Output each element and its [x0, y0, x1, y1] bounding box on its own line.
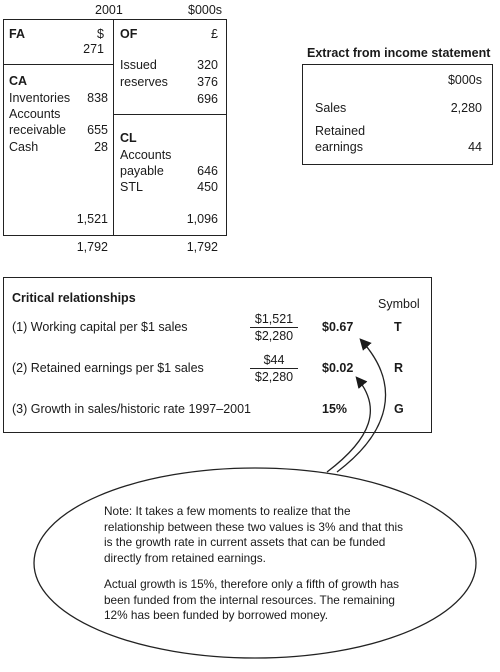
- note-ellipse: [33, 467, 477, 659]
- sales-label: Sales: [315, 101, 347, 115]
- right-total: 1,792: [186, 240, 218, 254]
- fa-currency: $: [97, 27, 104, 41]
- year-label: 2001: [95, 3, 123, 17]
- ca-row-label: Cash: [9, 140, 39, 154]
- relationship-result: 15%: [322, 402, 348, 416]
- cl-row-value: 450: [197, 180, 218, 194]
- of-currency: £: [211, 27, 218, 41]
- ca-label: CA: [9, 74, 28, 88]
- of-cl-divider: [113, 114, 227, 115]
- relationship-label: (2) Retained earnings per $1 sales: [12, 361, 204, 375]
- balance-sheet-divider: [113, 19, 114, 236]
- income-extract-title: Extract from income statement: [307, 46, 491, 60]
- arrow-to-r: [326, 376, 371, 473]
- relationship-symbol: T: [394, 320, 402, 334]
- relationship-result: $0.67: [322, 320, 354, 334]
- cl-row-label: STL: [120, 180, 143, 194]
- ca-row-value: 655: [87, 123, 108, 137]
- fraction-numerator: $44: [250, 353, 298, 369]
- retained-label: earnings: [315, 140, 363, 154]
- cl-label: CL: [120, 131, 137, 145]
- ratio-fraction: $1,521 $2,280: [250, 312, 298, 343]
- of-total: 696: [197, 92, 218, 106]
- of-label: OF: [120, 27, 138, 41]
- fa-value: 271: [83, 42, 104, 56]
- ca-row-label: Inventories: [9, 91, 71, 105]
- of-row-value: 376: [197, 75, 218, 89]
- relationship-symbol: G: [394, 402, 404, 416]
- cl-row-label: payable: [120, 164, 164, 178]
- cl-total: 1,096: [186, 212, 218, 226]
- income-extract-box: [302, 64, 493, 165]
- note-text: Note: It takes a few moments to realize …: [104, 504, 414, 635]
- note-paragraph: Note: It takes a few moments to realize …: [104, 504, 404, 565]
- ca-row-label: Accounts: [9, 107, 61, 121]
- cl-row-value: 646: [197, 164, 218, 178]
- of-row-label: reserves: [120, 75, 168, 89]
- fraction-denominator: $2,280: [254, 370, 294, 384]
- relationship-label: (3) Growth in sales/historic rate 1997–2…: [12, 402, 252, 416]
- relationship-result: $0.02: [322, 361, 354, 375]
- fa-label: FA: [9, 27, 25, 41]
- retained-label: Retained: [315, 124, 366, 138]
- ca-total: 1,521: [76, 212, 108, 226]
- of-row-label: Issued: [120, 58, 157, 72]
- ca-row-value: 838: [87, 91, 108, 105]
- arrow-to-t: [336, 338, 387, 473]
- balance-sheet-frame: [3, 19, 227, 236]
- left-total: 1,792: [76, 240, 108, 254]
- critical-title: Critical relationships: [12, 291, 136, 305]
- symbol-header: Symbol: [378, 297, 420, 311]
- fa-ca-divider: [3, 64, 114, 65]
- ratio-fraction: $44 $2,280: [250, 353, 298, 384]
- income-unit: $000s: [447, 73, 482, 87]
- ca-row-value: 28: [94, 140, 108, 154]
- cl-row-label: Accounts: [120, 148, 172, 162]
- relationship-label: (1) Working capital per $1 sales: [12, 320, 188, 334]
- sales-value: 2,280: [450, 101, 482, 115]
- fraction-denominator: $2,280: [254, 329, 294, 343]
- of-row-value: 320: [197, 58, 218, 72]
- critical-box: [3, 277, 432, 433]
- fraction-numerator: $1,521: [250, 312, 298, 328]
- unit-label: $000s: [188, 3, 223, 17]
- note-paragraph: Actual growth is 15%, therefore only a f…: [104, 577, 400, 622]
- relationship-symbol: R: [394, 361, 404, 375]
- retained-value: 44: [468, 140, 482, 154]
- ca-row-label: receivable: [9, 123, 66, 137]
